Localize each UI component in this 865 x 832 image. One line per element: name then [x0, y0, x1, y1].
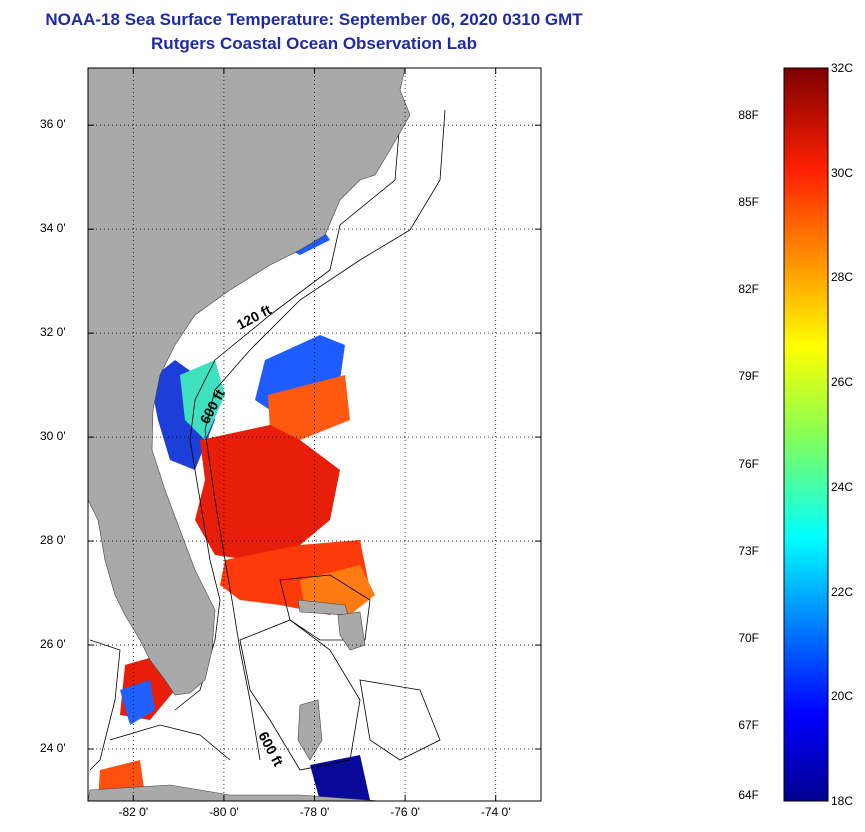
colorbar-c-label: 22C: [831, 585, 853, 599]
colorbar-f-label: 73F: [738, 544, 759, 558]
colorbar-c-label: 20C: [831, 689, 853, 703]
lat-label: 34 0': [40, 221, 84, 235]
colorbar-f-label: 70F: [738, 631, 759, 645]
colorbar-f-label: 88F: [738, 108, 759, 122]
colorbar-c-label: 26C: [831, 375, 853, 389]
lat-label: 28 0': [40, 533, 84, 547]
colorbar-f-label: 67F: [738, 718, 759, 732]
colorbar-c-label: 32C: [831, 61, 853, 75]
lat-label: 24 0': [40, 741, 84, 755]
colorbar-f-label: 82F: [738, 282, 759, 296]
colorbar-c-label: 28C: [831, 270, 853, 284]
lon-label: -82 0': [103, 805, 163, 819]
colorbar-f-label: 64F: [738, 788, 759, 802]
lat-label: 32 0': [40, 325, 84, 339]
lon-label: -78 0': [285, 805, 345, 819]
colorbar-f-label: 85F: [738, 195, 759, 209]
lat-label: 26 0': [40, 637, 84, 651]
colorbar-f-label: 79F: [738, 369, 759, 383]
colorbar-c-label: 18C: [831, 794, 853, 808]
colorbar-c-label: 24C: [831, 480, 853, 494]
colorbar: [784, 68, 828, 801]
lon-label: -76 0': [375, 805, 435, 819]
map-plot-area: [88, 68, 541, 801]
colorbar-f-label: 76F: [738, 457, 759, 471]
lat-label: 30 0': [40, 429, 84, 443]
lon-label: -74 0': [466, 805, 526, 819]
lat-label: 36 0': [40, 117, 84, 131]
lon-label: -80 0': [194, 805, 254, 819]
colorbar-c-label: 30C: [831, 166, 853, 180]
